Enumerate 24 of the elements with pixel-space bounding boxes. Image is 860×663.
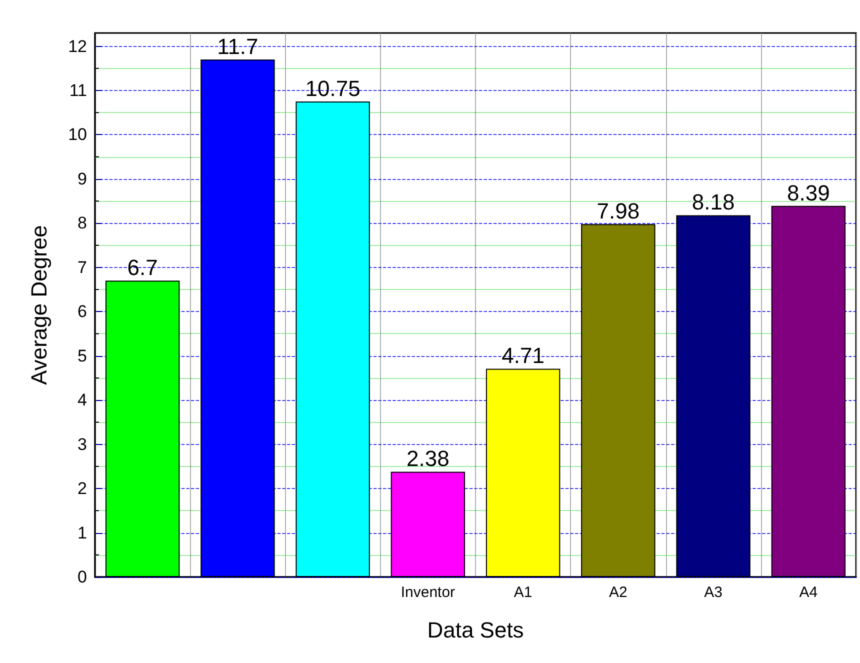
x-tick-label: A4	[799, 584, 818, 601]
y-axis-title: Average Degree	[26, 225, 52, 385]
y-tick-label: 6	[78, 302, 87, 322]
data-label: 8.39	[787, 180, 830, 206]
y-tick-label: 12	[68, 36, 87, 56]
y-tick-label: 11	[69, 80, 87, 100]
x-axis-title: Data Sets	[427, 618, 524, 642]
y-tick-label: 4	[78, 390, 87, 410]
y-tick-label: 5	[78, 346, 87, 366]
y-tick-label: 7	[78, 258, 87, 277]
x-tick-label: A3	[704, 584, 722, 601]
y-tick-label: 8	[78, 214, 87, 233]
x-tick-label: A1	[514, 584, 532, 601]
y-tick-label: 3	[78, 434, 87, 454]
x-tick-label: Inventor	[400, 584, 456, 601]
y-tick-label: 9	[78, 169, 87, 188]
y-tick-label: 2	[78, 479, 87, 498]
y-tick-label: 0	[78, 568, 87, 586]
x-tick-label: A2	[609, 584, 628, 601]
y-tick-label: 1	[78, 523, 87, 542]
data-label: 8.18	[692, 190, 735, 215]
data-label: 7.98	[596, 198, 640, 224]
y-tick-label: 10	[68, 125, 87, 144]
data-label: 2.38	[406, 446, 450, 472]
